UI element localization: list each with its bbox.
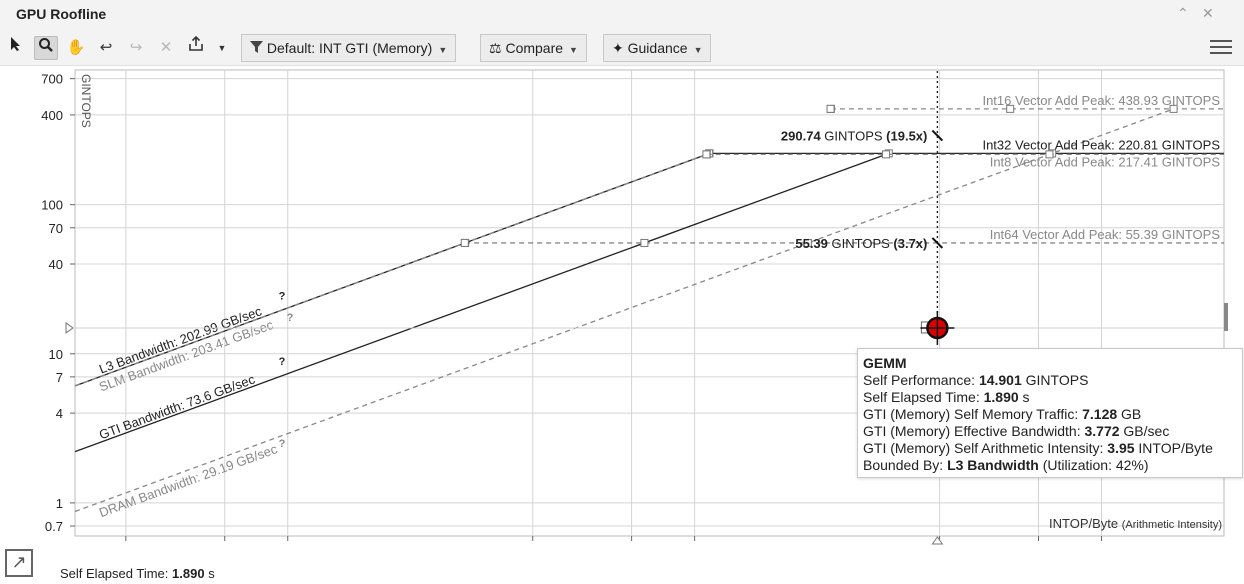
title-bar: GPU Roofline ⌃ ✕	[0, 0, 1244, 30]
tooltip-row-label: Self Performance:	[863, 372, 979, 388]
tooltip-row-label: GTI (Memory) Self Arithmetic Intensity:	[863, 440, 1108, 456]
redo-icon[interactable]: ↪	[129, 39, 143, 56]
close-icon[interactable]: ✕	[1202, 5, 1214, 21]
point-tooltip: GEMM Self Performance: 14.901 GINTOPS Sel…	[857, 348, 1243, 478]
ridge-point-marker	[702, 150, 711, 159]
tooltip-row-label: GTI (Memory) Self Memory Traffic:	[863, 406, 1083, 422]
help-question-icon: ?	[279, 356, 286, 368]
y-tick-label: 7	[56, 370, 63, 385]
hamburger-menu-icon[interactable]	[1210, 40, 1232, 56]
tooltip-row-value: 1.890	[983, 389, 1019, 405]
tooltip-row-value: 3.772	[1084, 423, 1120, 439]
chevron-down-icon: ▼	[438, 45, 448, 55]
y-tick-label: 10	[49, 347, 63, 362]
scale-balance-icon: ⚖	[489, 40, 502, 56]
projection-tick	[931, 237, 944, 249]
tooltip-row: GTI (Memory) Self Memory Traffic: 7.128 …	[863, 406, 1237, 423]
help-question-icon: ?	[287, 312, 294, 324]
select-arrow-icon[interactable]	[4, 36, 28, 60]
ridge-point-marker	[1006, 104, 1015, 113]
compare-label: Compare	[505, 40, 564, 56]
ridge-point-marker	[826, 104, 835, 113]
y-tick-label: 40	[49, 257, 63, 272]
filter-dropdown-label: Default: INT GTI (Memory)	[266, 40, 433, 56]
tooltip-row-unit: GB/sec	[1119, 423, 1170, 439]
tooltip-row-value: 14.901	[978, 372, 1022, 388]
filter-dropdown[interactable]: Default: INT GTI (Memory) ▼	[241, 34, 457, 62]
compute-roof-label: Int8 Vector Add Peak: 217.41 GINTOPS	[990, 154, 1221, 169]
ridge-point-marker	[460, 238, 469, 247]
ridge-point-marker	[1045, 150, 1054, 159]
chevron-down-icon: ▼	[693, 45, 703, 55]
projection-tick	[931, 129, 944, 142]
help-question-icon: ?	[279, 438, 286, 450]
projection-label: 290.74 GINTOPS (19.5x)	[781, 129, 927, 144]
bandwidth-roof-line	[74, 108, 1174, 513]
y-tick-label: 4	[56, 406, 63, 421]
y-tick-label: 100	[41, 198, 63, 213]
tooltip-row-unit: s	[1018, 389, 1030, 405]
tooltip-row-unit: INTOP/Byte	[1134, 440, 1213, 456]
status-bar: Self Elapsed Time: 1.890 s	[60, 566, 215, 581]
tooltip-row: Self Elapsed Time: 1.890 s	[863, 389, 1237, 406]
y-tick-label: 70	[49, 221, 63, 236]
x-axis-marker-icon	[931, 536, 944, 545]
collapse-chevron-icon[interactable]: ⌃	[1177, 5, 1189, 21]
window-title: GPU Roofline	[16, 6, 107, 22]
tooltip-row: Self Performance: 14.901 GINTOPS	[863, 372, 1237, 389]
compute-roof-label: Int32 Vector Add Peak: 220.81 GINTOPS	[982, 137, 1220, 152]
filter-funnel-icon	[250, 40, 267, 56]
export-chevron-down-icon[interactable]: ▼	[217, 43, 227, 53]
zoom-search-icon[interactable]	[34, 36, 58, 60]
tooltip-row-label: GTI (Memory) Effective Bandwidth:	[863, 423, 1085, 439]
compute-roof-label: Int64 Vector Add Peak: 55.39 GINTOPS	[990, 227, 1221, 242]
ridge-point-marker	[882, 150, 891, 159]
undo-icon[interactable]: ↩	[99, 39, 113, 56]
tooltip-row: GTI (Memory) Effective Bandwidth: 3.772 …	[863, 423, 1237, 440]
guidance-dropdown[interactable]: ✦ Guidance ▼	[603, 34, 712, 62]
tooltip-row: Bounded By: L3 Bandwidth (Utilization: 4…	[863, 457, 1237, 474]
toolbar: ✋ ↩ ↪ ✕ ▼ Default: INT GTI (Memory) ▼ ⚖ C…	[0, 30, 1244, 66]
tooltip-row-unit: GB	[1117, 406, 1142, 422]
status-value: 1.890	[172, 566, 205, 581]
y-tick-label: 400	[41, 108, 63, 123]
status-label: Self Elapsed Time:	[60, 566, 169, 581]
x-axis-title: INTOP/Byte (Arithmetic Intensity)	[1049, 516, 1222, 531]
tooltip-row-unit: (Utilization: 42%)	[1038, 457, 1149, 473]
y-tick-label: 700	[41, 72, 63, 87]
tooltip-title: GEMM	[863, 355, 907, 371]
bandwidth-roof-line	[74, 152, 710, 387]
magic-wand-icon: ✦	[612, 40, 624, 56]
ridge-point-marker	[803, 238, 812, 247]
clear-x-icon[interactable]: ✕	[159, 39, 173, 56]
guidance-label: Guidance	[627, 40, 688, 56]
ridge-point-marker	[640, 238, 649, 247]
tooltip-row-label: Self Elapsed Time:	[863, 389, 984, 405]
y-axis-marker-icon	[65, 321, 74, 334]
bandwidth-roof-line	[74, 152, 889, 453]
status-unit: s	[208, 566, 215, 581]
tooltip-row-value: 7.128	[1082, 406, 1118, 422]
roofline-chart[interactable]: 0.040.070.10.40.7147100.7147104070100400…	[0, 66, 1244, 546]
expand-icon[interactable]: ↗	[5, 549, 33, 577]
export-share-icon[interactable]	[184, 35, 208, 60]
help-question-icon: ?	[279, 290, 286, 302]
tooltip-row-value: 3.95	[1107, 440, 1135, 456]
ridge-point-marker	[1169, 104, 1178, 113]
projection-label: 55.39 GINTOPS (3.7x)	[795, 236, 927, 251]
y-axis-title: GINTOPS	[79, 74, 93, 128]
y-tick-label: 1	[56, 496, 63, 511]
scrollbar-grip	[1224, 303, 1228, 331]
chevron-down-icon: ▼	[569, 45, 578, 55]
tooltip-row: GTI (Memory) Self Arithmetic Intensity: …	[863, 440, 1237, 457]
tooltip-row-value: L3 Bandwidth	[947, 457, 1039, 473]
y-tick-label: 0.7	[45, 519, 63, 534]
tooltip-row-unit: GINTOPS	[1021, 372, 1089, 388]
pan-hand-icon[interactable]: ✋	[66, 39, 86, 56]
tooltip-row-label: Bounded By:	[863, 457, 948, 473]
compute-roof-label: Int16 Vector Add Peak: 438.93 GINTOPS	[982, 93, 1220, 108]
compare-dropdown[interactable]: ⚖ Compare ▼	[480, 34, 587, 62]
